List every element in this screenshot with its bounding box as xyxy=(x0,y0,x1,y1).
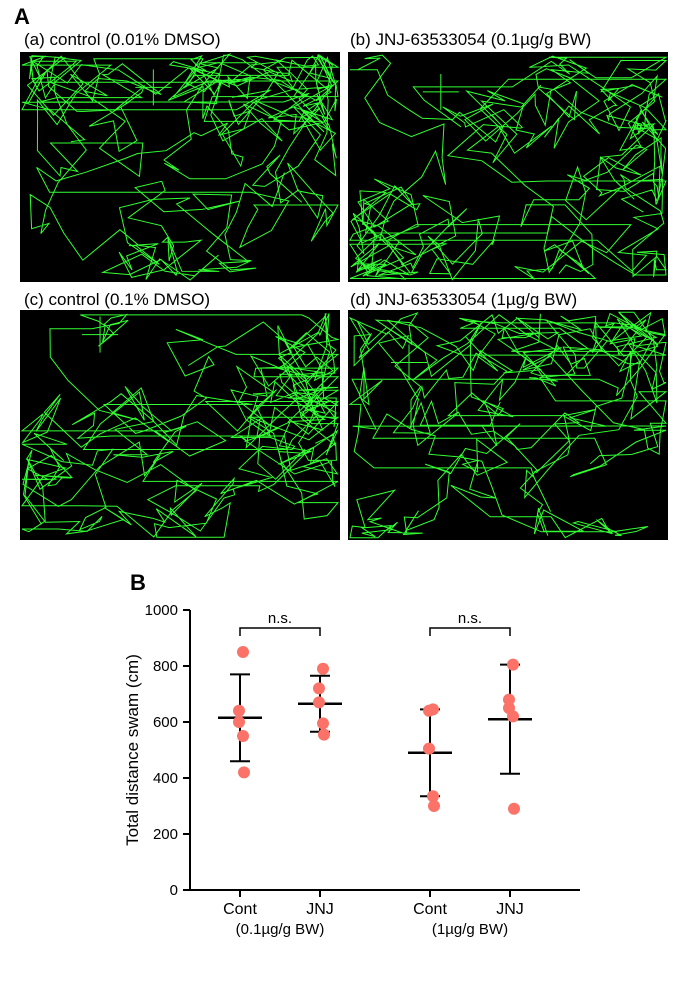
svg-text:Cont: Cont xyxy=(223,901,257,918)
scatter-chart: 0 200 400 600 800 1000 Total distance swam (cm… xyxy=(120,590,600,970)
svg-text:600: 600 xyxy=(153,714,178,731)
svg-text:(1µg/g BW): (1µg/g BW) xyxy=(432,921,508,938)
track-panel-c xyxy=(20,310,340,540)
svg-text:200: 200 xyxy=(153,826,178,843)
panel-a-label: A xyxy=(14,4,30,30)
svg-text:Cont: Cont xyxy=(413,901,447,918)
subpanel-d-label: (d) JNJ-63533054 (1µg/g BW) xyxy=(350,290,577,310)
track-panel-d xyxy=(348,310,668,540)
svg-text:800: 800 xyxy=(153,658,178,675)
svg-text:(0.1µg/g BW): (0.1µg/g BW) xyxy=(236,921,325,938)
svg-text:1000: 1000 xyxy=(145,602,178,619)
svg-text:n.s.: n.s. xyxy=(458,610,482,627)
svg-text:400: 400 xyxy=(153,770,178,787)
svg-text:Total distance swam (cm): Total distance swam (cm) xyxy=(123,654,142,846)
subpanel-c-label: (c) control (0.1% DMSO) xyxy=(24,290,210,310)
track-panel-b xyxy=(348,52,668,282)
svg-text:n.s.: n.s. xyxy=(268,610,292,627)
subpanel-a-label: (a) control (0.01% DMSO) xyxy=(24,30,221,50)
svg-text:JNJ: JNJ xyxy=(496,901,524,918)
subpanel-b-label: (b) JNJ-63533054 (0.1µg/g BW) xyxy=(350,30,591,50)
svg-text:0: 0 xyxy=(170,882,178,899)
track-panel-a xyxy=(20,52,340,282)
svg-text:JNJ: JNJ xyxy=(306,901,334,918)
